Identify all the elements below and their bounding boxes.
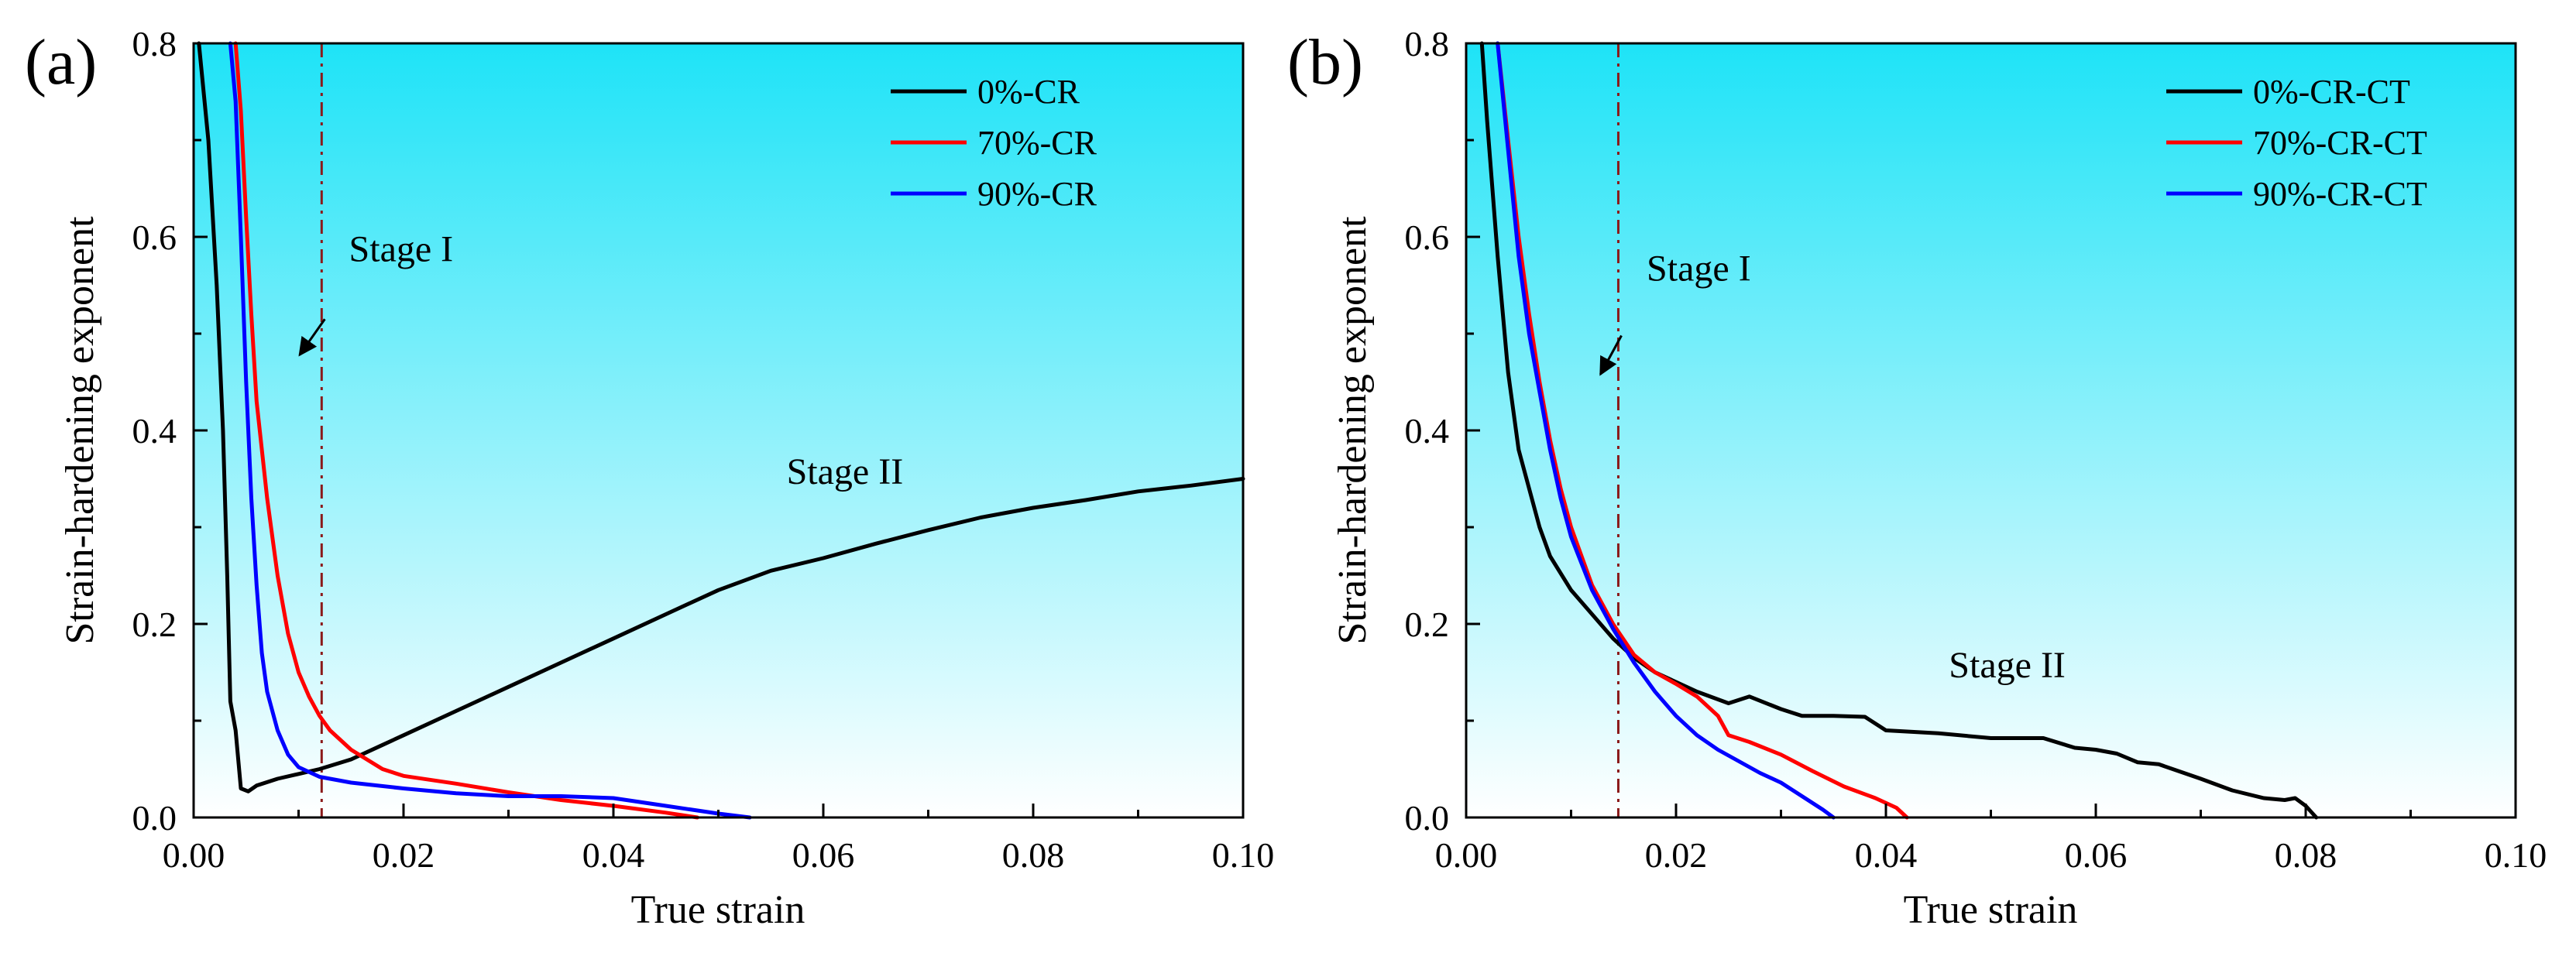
x-tick-labels: 0.00 0.02 0.04 0.06 0.08 0.10 — [1435, 835, 2547, 875]
x-axis-title: True strain — [631, 888, 805, 932]
annotations: Stage I Stage II — [1599, 248, 2066, 686]
x-tick-label: 0.08 — [2275, 835, 2337, 875]
legend: 0%-CR-CT 70%-CR-CT 90%-CR-CT — [2166, 73, 2427, 213]
stage-1-arrow — [1599, 334, 1623, 376]
plot-area — [194, 43, 1243, 817]
y-tick-label: 0.8 — [1405, 24, 1450, 63]
panel-label: (b) — [1287, 26, 1363, 98]
legend-label-0: 0%-CR-CT — [2253, 73, 2410, 111]
legend-label-1: 70%-CR — [977, 124, 1097, 162]
x-tick-label: 0.02 — [1645, 835, 1708, 875]
x-axis-title: True strain — [1904, 888, 2078, 932]
stage-1-arrow — [298, 318, 326, 357]
series-line-0 — [197, 41, 1245, 793]
stage-1-label: Stage I — [1647, 248, 1751, 289]
series-line-2 — [1496, 41, 1836, 820]
series-layer — [197, 41, 1245, 820]
panel-label: (a) — [25, 26, 97, 98]
stage-2-label: Stage II — [787, 451, 904, 492]
legend-label-2: 90%-CR — [977, 175, 1097, 213]
y-tick-label: 0.4 — [1405, 411, 1450, 451]
stage-2-label: Stage II — [1949, 645, 2066, 686]
y-tick-labels: 0.0 0.2 0.4 0.6 0.8 — [132, 24, 177, 838]
ticks-layer — [192, 42, 1245, 819]
ticks-layer — [1465, 42, 2517, 819]
series-line-2 — [228, 41, 752, 820]
panel-a: 0.00 0.02 0.04 0.06 0.08 0.10 0.0 0.2 0.… — [25, 24, 1274, 932]
x-tick-labels: 0.00 0.02 0.04 0.06 0.08 0.10 — [163, 835, 1275, 875]
x-tick-label: 0.10 — [1212, 835, 1275, 875]
panel-b: 0.00 0.02 0.04 0.06 0.08 0.10 0.0 0.2 0.… — [1287, 24, 2547, 932]
y-tick-label: 0.6 — [1405, 218, 1450, 257]
x-tick-label: 0.06 — [792, 835, 855, 875]
y-axis-title: Strain-hardening exponent — [58, 216, 102, 645]
legend: 0%-CR 70%-CR 90%-CR — [891, 73, 1097, 213]
legend-label-2: 90%-CR-CT — [2253, 175, 2427, 213]
plot-area — [1466, 43, 2516, 817]
x-tick-label: 0.02 — [373, 835, 435, 875]
y-tick-label: 0.4 — [132, 411, 177, 451]
x-tick-label: 0.10 — [2485, 835, 2547, 875]
x-tick-label: 0.08 — [1002, 835, 1065, 875]
series-line-0 — [1479, 41, 2319, 820]
series-line-1 — [1496, 41, 1909, 820]
y-tick-label: 0.2 — [1405, 605, 1450, 644]
y-tick-label: 0.8 — [132, 24, 177, 63]
x-tick-label: 0.06 — [2065, 835, 2128, 875]
y-tick-label: 0.2 — [132, 605, 177, 644]
x-tick-label: 0.00 — [163, 835, 225, 875]
y-tick-label: 0.0 — [1405, 798, 1450, 838]
legend-label-0: 0%-CR — [977, 73, 1080, 111]
x-tick-label: 0.04 — [582, 835, 645, 875]
y-tick-label: 0.0 — [132, 798, 177, 838]
y-tick-label: 0.6 — [132, 218, 177, 257]
stage-1-label: Stage I — [349, 228, 454, 269]
x-tick-label: 0.00 — [1435, 835, 1498, 875]
legend-label-1: 70%-CR-CT — [2253, 124, 2427, 162]
annotations: Stage I Stage II — [298, 228, 904, 492]
y-tick-labels: 0.0 0.2 0.4 0.6 0.8 — [1405, 24, 1450, 838]
series-layer — [1479, 41, 2319, 820]
x-tick-label: 0.04 — [1855, 835, 1918, 875]
y-axis-title: Strain-hardening exponent — [1331, 216, 1375, 645]
